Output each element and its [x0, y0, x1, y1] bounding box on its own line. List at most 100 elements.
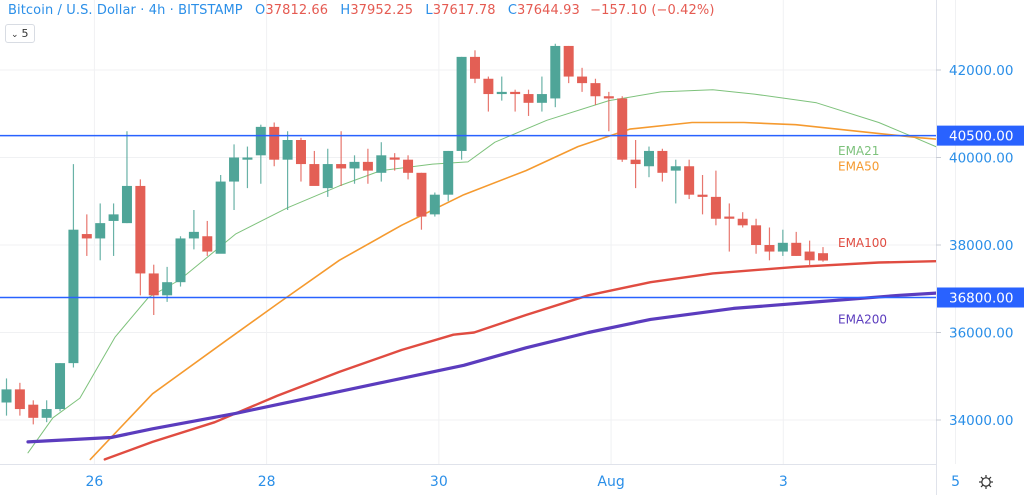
candle[interactable]	[804, 240, 815, 267]
time-tick-label: 3	[779, 474, 788, 490]
price-tick-label: 38000.00	[949, 238, 1013, 254]
candle[interactable]	[577, 67, 588, 92]
ema100-line	[103, 259, 936, 461]
ema50-label: EMA50	[838, 159, 879, 173]
candle[interactable]	[108, 203, 119, 256]
price-tick-label: 36000.00	[949, 326, 1013, 342]
candle[interactable]	[362, 148, 373, 184]
low-value: 37617.78	[432, 3, 496, 18]
candle[interactable]	[496, 76, 507, 101]
candle[interactable]	[269, 122, 280, 167]
candles	[1, 43, 828, 425]
gear-icon	[979, 475, 993, 489]
time-tick-label: 5	[951, 474, 960, 490]
candle[interactable]	[777, 229, 788, 256]
candle[interactable]	[670, 159, 681, 204]
candle[interactable]	[456, 56, 467, 160]
candle[interactable]	[403, 155, 414, 180]
candle[interactable]	[188, 210, 199, 250]
indicator-count: 5	[21, 27, 29, 40]
candle[interactable]	[603, 91, 614, 132]
candle[interactable]	[1, 378, 12, 416]
candle[interactable]	[483, 76, 494, 112]
interval[interactable]: 4h	[148, 3, 166, 18]
candle[interactable]	[416, 172, 427, 230]
candle[interactable]	[563, 45, 574, 84]
candle[interactable]	[55, 363, 66, 412]
candle[interactable]	[710, 170, 721, 226]
candle[interactable]	[523, 89, 534, 116]
candle[interactable]	[389, 153, 400, 171]
candle[interactable]	[724, 203, 735, 252]
candle[interactable]	[202, 220, 213, 256]
price-tick-label: 42000.00	[949, 63, 1013, 79]
candle[interactable]	[469, 50, 480, 84]
ema200-label: EMA200	[838, 312, 887, 326]
price-tag-label: 36800.00	[949, 291, 1013, 307]
candle[interactable]	[349, 155, 360, 184]
candle[interactable]	[818, 247, 828, 262]
candle[interactable]	[242, 146, 253, 189]
candle[interactable]	[429, 192, 440, 217]
candle[interactable]	[617, 96, 628, 162]
candle[interactable]	[590, 78, 601, 105]
candle[interactable]	[68, 164, 79, 368]
price-tag-40500	[937, 125, 1024, 146]
price-tick-label: 40000.00	[949, 151, 1013, 167]
candle[interactable]	[309, 150, 320, 186]
grid	[0, 0, 957, 464]
candle[interactable]	[14, 382, 25, 416]
symbol-legend: Bitcoin / U.S. Dollar · 4h · BITSTAMP O3…	[8, 3, 715, 18]
open-value: 37812.66	[265, 3, 329, 18]
plot-area[interactable]	[1, 43, 975, 461]
candle[interactable]	[336, 131, 347, 186]
candle[interactable]	[657, 148, 668, 182]
candle[interactable]	[148, 264, 159, 315]
close-value: 37644.93	[517, 3, 580, 18]
candle[interactable]	[41, 400, 52, 423]
candle[interactable]	[255, 124, 266, 184]
candle[interactable]	[764, 227, 775, 261]
ema21-label: EMA21	[838, 144, 879, 158]
candle[interactable]	[28, 400, 39, 425]
price-tag-36800	[937, 287, 1024, 308]
candle[interactable]	[135, 179, 146, 296]
candle[interactable]	[162, 266, 173, 302]
chart-settings-button[interactable]	[977, 473, 995, 491]
time-tick-label: Aug	[597, 474, 624, 490]
time-tick-label: 26	[85, 474, 103, 490]
candle[interactable]	[95, 203, 106, 261]
candle[interactable]	[550, 43, 561, 108]
candle[interactable]	[630, 140, 641, 189]
candle[interactable]	[751, 218, 762, 254]
candle[interactable]	[684, 159, 695, 200]
candle[interactable]	[643, 146, 654, 178]
candle[interactable]	[121, 131, 132, 224]
candle[interactable]	[175, 236, 186, 287]
candle[interactable]	[282, 131, 293, 210]
candle[interactable]	[791, 231, 802, 256]
indicators-collapse-button[interactable]: ⌄ 5	[5, 24, 35, 43]
candle[interactable]	[376, 142, 387, 182]
candle[interactable]	[322, 148, 333, 197]
candle[interactable]	[443, 150, 454, 202]
chevron-down-icon: ⌄	[11, 30, 19, 40]
ema50-line	[89, 121, 936, 461]
candle[interactable]	[81, 214, 92, 256]
candle[interactable]	[510, 89, 521, 112]
candle[interactable]	[737, 212, 748, 228]
low-label: L	[425, 3, 433, 18]
open-label: O	[255, 3, 266, 18]
candle[interactable]	[295, 137, 306, 182]
candle[interactable]	[697, 175, 708, 215]
symbol-name[interactable]: Bitcoin / U.S. Dollar	[8, 3, 136, 18]
ema100-label: EMA100	[838, 236, 887, 250]
candle[interactable]	[215, 175, 226, 254]
candle[interactable]	[229, 144, 240, 210]
close-label: C	[507, 3, 517, 18]
candle[interactable]	[536, 76, 547, 112]
exchange: BITSTAMP	[178, 3, 243, 18]
price-tick-label: 34000.00	[949, 413, 1013, 429]
